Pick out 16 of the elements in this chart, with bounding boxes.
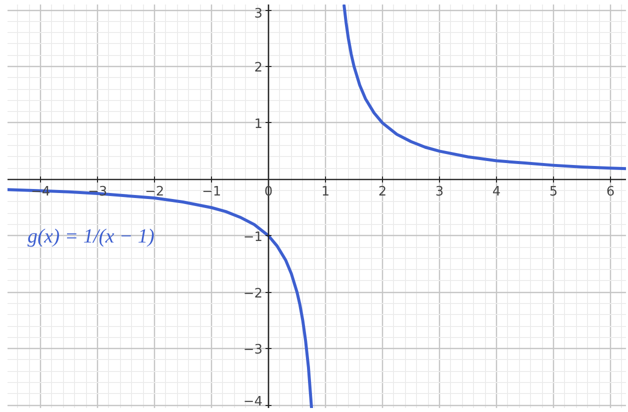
y-tick-label: 3 xyxy=(254,6,263,22)
x-tick-label: 1 xyxy=(321,184,330,200)
y-tick-label: −1 xyxy=(243,230,263,245)
x-tick-label: −2 xyxy=(144,184,164,200)
y-tick-label: −2 xyxy=(243,286,263,302)
y-tick-label: −4 xyxy=(243,394,263,410)
y-tick-label: 1 xyxy=(254,116,263,132)
x-tick-label: 4 xyxy=(492,184,501,200)
x-tick-label: 5 xyxy=(549,184,558,200)
y-tick-label: 2 xyxy=(254,60,263,76)
x-tick-label: −1 xyxy=(202,184,222,200)
y-tick-label: −3 xyxy=(243,342,263,358)
x-tick-label: 3 xyxy=(435,184,444,200)
x-tick-label: 6 xyxy=(606,184,615,200)
series-label: g(x) = 1/(x − 1) xyxy=(28,226,155,248)
x-tick-label: 2 xyxy=(378,184,387,200)
